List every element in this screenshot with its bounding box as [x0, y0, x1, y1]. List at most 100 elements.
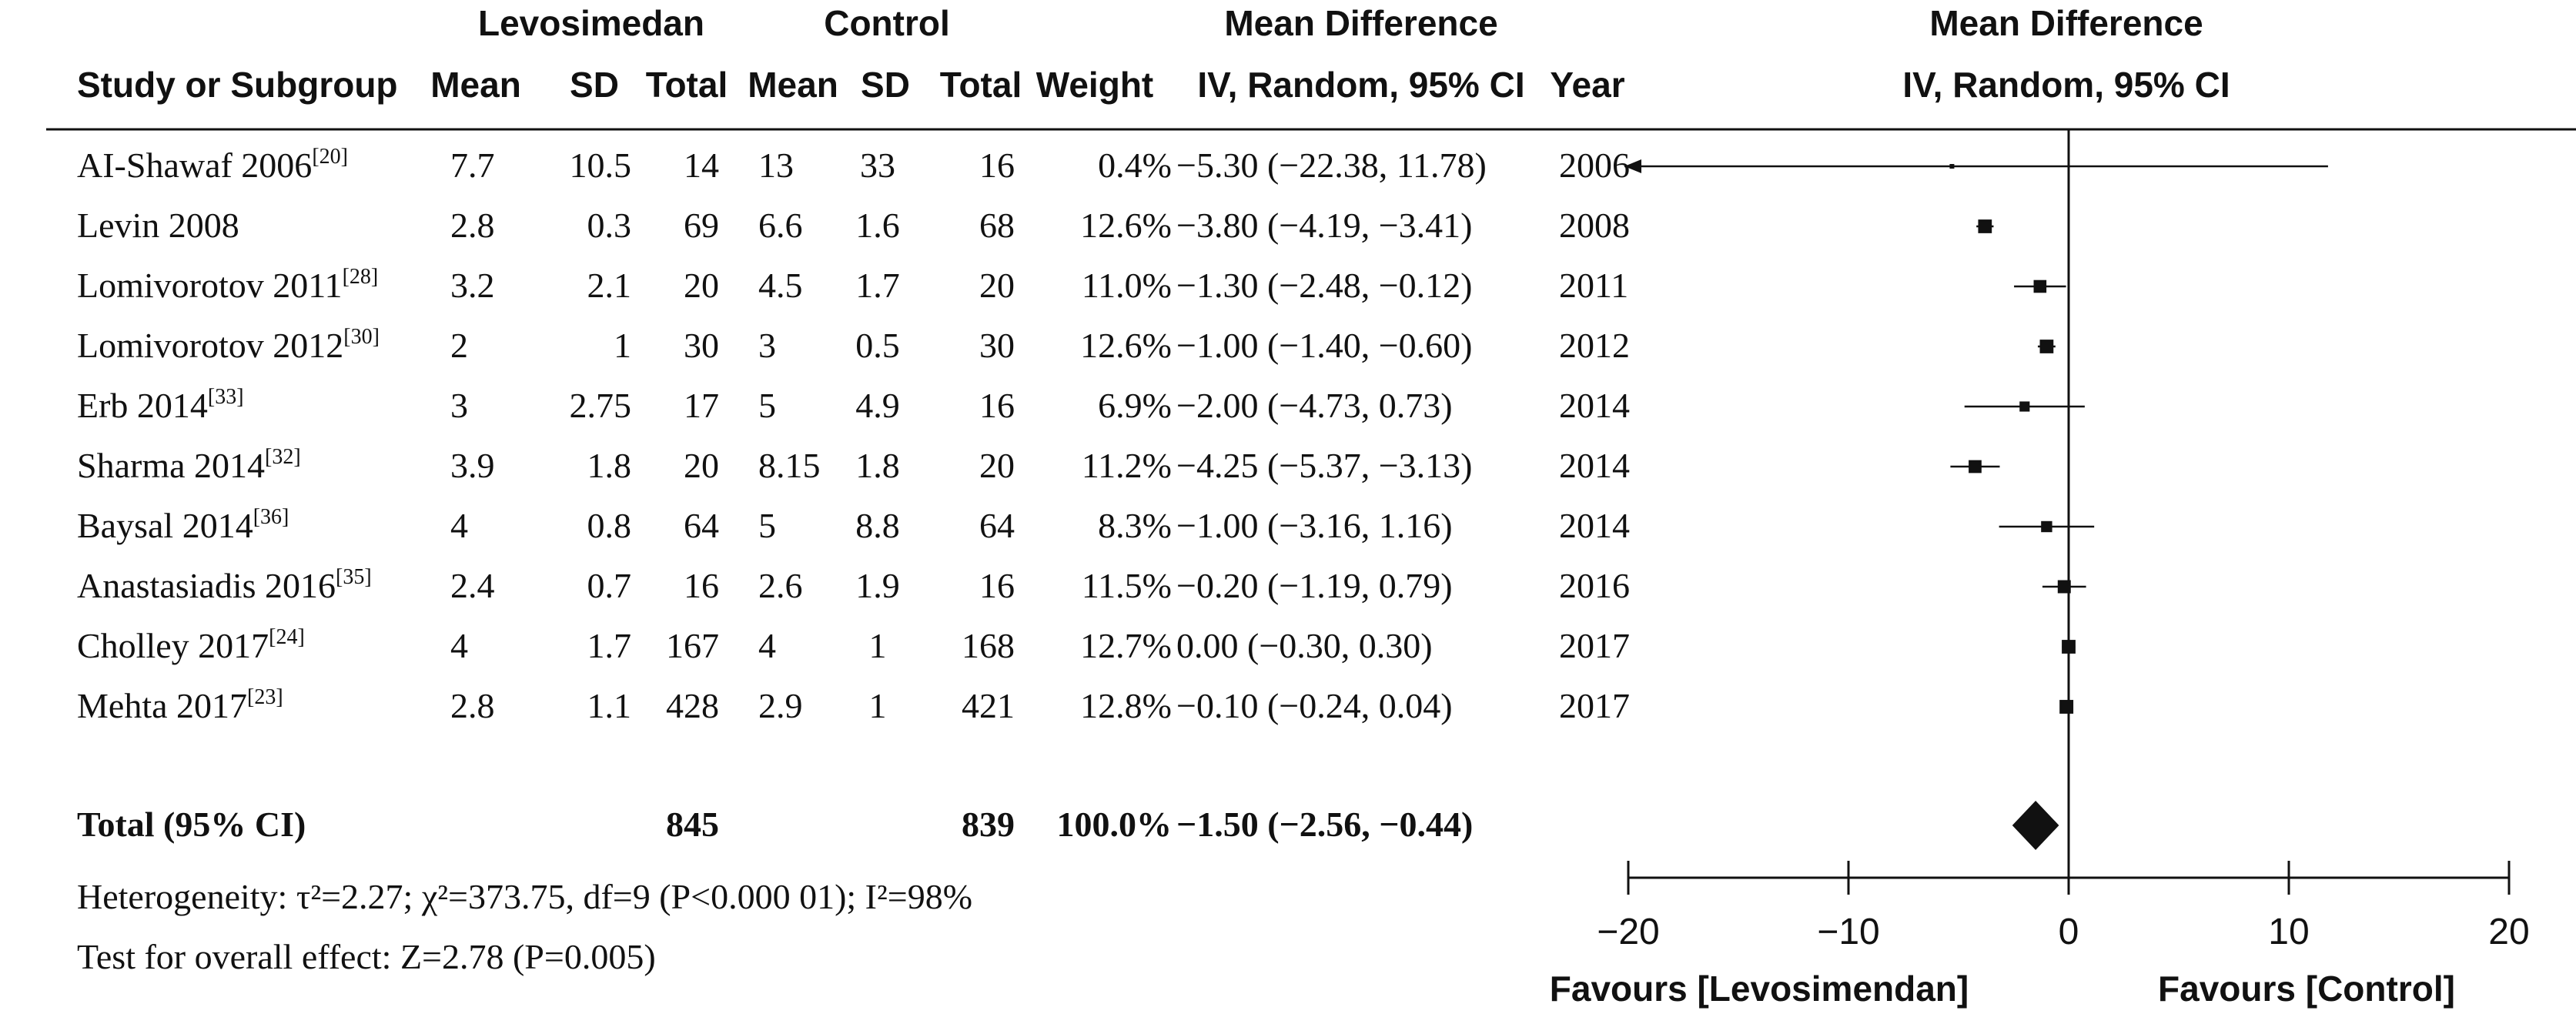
ci-arrow-left	[1624, 159, 1641, 173]
year-cell: 2014	[1559, 506, 1630, 545]
year-cell: 2016	[1559, 566, 1630, 605]
mean2-cell: 2.6	[758, 566, 803, 605]
total-weight: 100.0%	[1057, 805, 1173, 844]
weight-cell: 12.7%	[1080, 626, 1172, 665]
total1-cell: 20	[684, 446, 719, 485]
sd1-cell: 0.8	[587, 506, 632, 545]
study-name: AI-Shawaf 2006[20]	[77, 145, 348, 185]
study-reference: [32]	[265, 445, 301, 469]
weight-cell: 6.9%	[1098, 386, 1172, 425]
weight-cell: 12.6%	[1080, 206, 1172, 245]
study-name: Levin 2008	[77, 206, 239, 245]
sd1-cell: 1.7	[587, 626, 632, 665]
sd2-cell: 0.5	[855, 326, 900, 365]
study-name: Anastasiadis 2016[35]	[77, 565, 372, 605]
year-cell: 2017	[1559, 686, 1630, 725]
total1-cell: 20	[684, 266, 719, 305]
mean1-cell: 3	[450, 386, 468, 425]
mean2-cell: 5	[758, 386, 776, 425]
study-name: Baysal 2014[36]	[77, 505, 289, 545]
total2-cell: 68	[979, 206, 1015, 245]
col-mean2: Mean	[748, 65, 838, 105]
md-ci-cell: −0.10 (−0.24, 0.04)	[1176, 686, 1453, 725]
mean1-cell: 2.8	[450, 686, 495, 725]
year-cell: 2011	[1559, 266, 1628, 305]
total2-cell: 168	[962, 626, 1015, 665]
sd1-cell: 10.5	[570, 146, 632, 185]
mean1-cell: 3.2	[450, 266, 495, 305]
study-name: Lomivorotov 2012[30]	[77, 325, 380, 365]
mean1-cell: 2	[450, 326, 468, 365]
mean2-cell: 8.15	[758, 446, 821, 485]
weight-cell: 8.3%	[1098, 506, 1172, 545]
study-name-text: Lomivorotov 2011	[77, 266, 343, 305]
study-reference: [24]	[269, 625, 305, 649]
md-ci-cell: −1.00 (−3.16, 1.16)	[1176, 506, 1453, 545]
point-estimate	[2039, 340, 2054, 353]
total-label: Total (95% CI)	[77, 805, 306, 844]
sd2-cell: 1	[869, 686, 887, 725]
study-reference: [33]	[208, 385, 244, 409]
plot-method-header: IV, Random, 95% CI	[1902, 65, 2230, 105]
mean1-cell: 4	[450, 626, 468, 665]
sd2-cell: 8.8	[855, 506, 900, 545]
favours-right-label: Favours [Control]	[2158, 969, 2455, 1009]
study-name-text: AI-Shawaf 2006	[77, 146, 312, 185]
mean2-cell: 3	[758, 326, 776, 365]
point-estimate	[2019, 401, 2030, 412]
mean1-cell: 4	[450, 506, 468, 545]
weight-cell: 12.8%	[1080, 686, 1172, 725]
md-ci-cell: 0.00 (−0.30, 0.30)	[1176, 626, 1433, 665]
group2-header: Control	[824, 3, 950, 43]
mean2-cell: 13	[758, 146, 794, 185]
total1-sum: 845	[666, 805, 719, 844]
md-ci-cell: −3.80 (−4.19, −3.41)	[1176, 206, 1472, 245]
col-year: Year	[1550, 65, 1624, 105]
point-estimate	[1949, 164, 1955, 169]
total1-cell: 428	[666, 686, 719, 725]
total1-cell: 167	[666, 626, 719, 665]
overall-effect-text: Test for overall effect: Z=2.78 (P=0.005…	[77, 937, 656, 976]
weight-cell: 0.4%	[1098, 146, 1172, 185]
study-reference: [36]	[253, 505, 289, 529]
year-cell: 2012	[1559, 326, 1630, 365]
sd1-cell: 1.1	[587, 686, 632, 725]
plot-header: Mean Difference	[1929, 3, 2203, 43]
study-reference: [20]	[312, 145, 348, 169]
total2-cell: 16	[979, 386, 1015, 425]
total1-cell: 17	[684, 386, 719, 425]
col-md: IV, Random, 95% CI	[1197, 65, 1524, 105]
year-cell: 2014	[1559, 386, 1630, 425]
year-cell: 2014	[1559, 446, 1630, 485]
study-name-text: Anastasiadis 2016	[77, 566, 336, 605]
total2-cell: 64	[979, 506, 1015, 545]
mean1-cell: 7.7	[450, 146, 495, 185]
study-name: Erb 2014[33]	[77, 385, 244, 425]
sd2-cell: 1.7	[855, 266, 900, 305]
sd2-cell: 1.8	[855, 446, 900, 485]
tick-label: 10	[2268, 912, 2309, 952]
total2-cell: 421	[962, 686, 1015, 725]
total1-cell: 30	[684, 326, 719, 365]
md-ci-cell: −2.00 (−4.73, 0.73)	[1176, 386, 1453, 425]
sd2-cell: 1.9	[855, 566, 900, 605]
md-ci-cell: −1.00 (−1.40, −0.60)	[1176, 326, 1472, 365]
md-ci-cell: −5.30 (−22.38, 11.78)	[1176, 146, 1487, 185]
study-name: Mehta 2017[23]	[77, 685, 283, 725]
mean1-cell: 2.8	[450, 206, 495, 245]
point-estimate	[2041, 520, 2052, 533]
sd1-cell: 0.7	[587, 566, 632, 605]
total2-sum: 839	[962, 805, 1015, 844]
col-mean1: Mean	[430, 65, 521, 105]
mean2-cell: 5	[758, 506, 776, 545]
col-total2: Total	[940, 65, 1022, 105]
total-md-ci: −1.50 (−2.56, −0.44)	[1176, 805, 1473, 844]
tick-label: 0	[2059, 912, 2079, 952]
md-ci-cell: −4.25 (−5.37, −3.13)	[1176, 446, 1472, 485]
group1-header: Levosimedan	[478, 3, 704, 43]
md-ci-cell: −0.20 (−1.19, 0.79)	[1176, 566, 1453, 605]
study-name-text: Cholley 2017	[77, 626, 269, 665]
mean1-cell: 2.4	[450, 566, 495, 605]
study-reference: [30]	[343, 325, 380, 349]
